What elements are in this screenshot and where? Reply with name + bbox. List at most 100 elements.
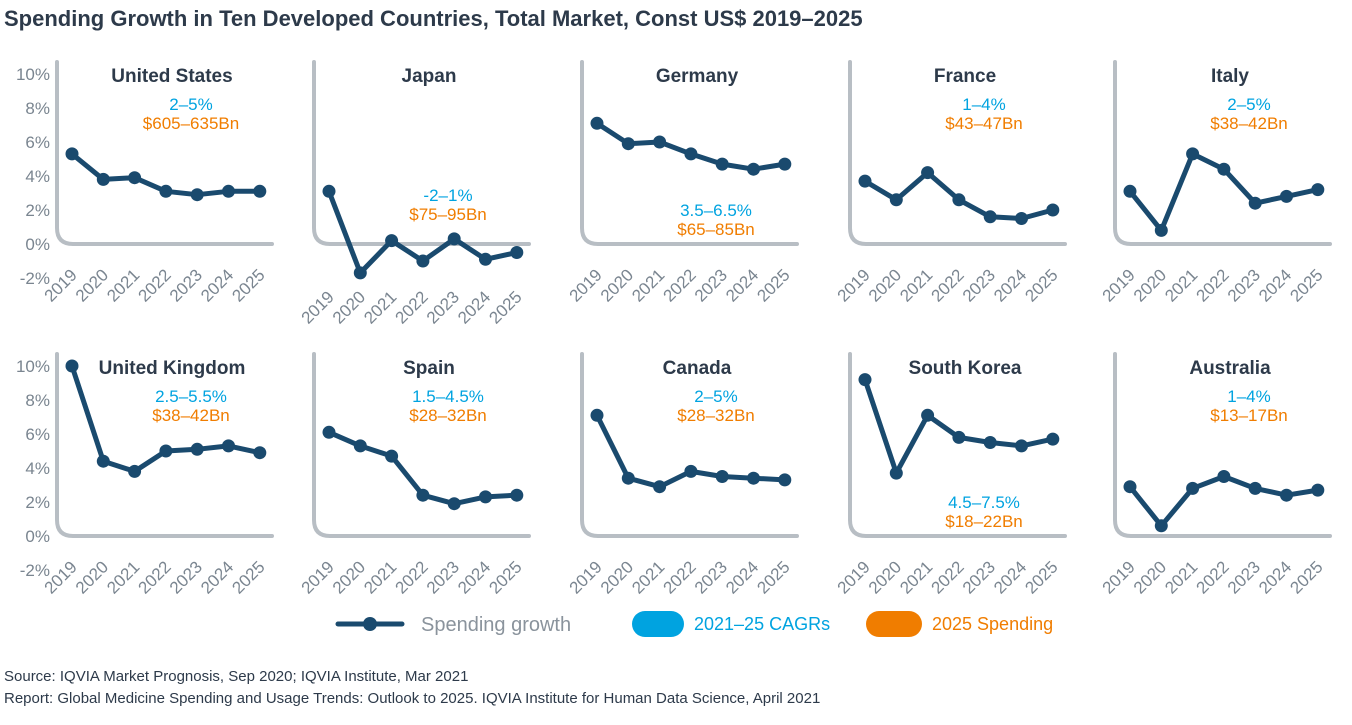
y-tick-label: 8% bbox=[25, 99, 50, 118]
x-tick-label: 2022 bbox=[928, 265, 968, 305]
data-point bbox=[715, 157, 729, 171]
legend-cagr-swatch bbox=[632, 611, 684, 637]
data-point bbox=[353, 266, 367, 280]
spending-label: $13–17Bn bbox=[1210, 406, 1288, 425]
panel-title: United States bbox=[111, 66, 232, 87]
data-point bbox=[190, 442, 204, 456]
axis-line bbox=[848, 60, 1067, 246]
x-tick-label: 2020 bbox=[865, 265, 905, 305]
x-tick-label: 2019 bbox=[834, 557, 874, 597]
data-point bbox=[416, 254, 430, 268]
x-tick-label: 2024 bbox=[197, 265, 237, 305]
legend-point-swatch bbox=[363, 617, 377, 631]
x-tick-label: 2019 bbox=[298, 287, 338, 327]
axis-line bbox=[580, 352, 799, 538]
panel-title: Germany bbox=[656, 66, 739, 87]
legend-spending-label: 2025 Spending bbox=[932, 614, 1053, 634]
data-point bbox=[1015, 439, 1028, 453]
panel-title: South Korea bbox=[909, 358, 1022, 379]
cagr-label: 1–4% bbox=[962, 95, 1005, 114]
x-tick-label: 2023 bbox=[959, 265, 999, 305]
spending-label: $605–635Bn bbox=[143, 114, 239, 133]
axis-line bbox=[848, 352, 1067, 538]
x-tick-label: 2023 bbox=[959, 557, 999, 597]
data-point bbox=[190, 188, 204, 202]
x-tick-label: 2020 bbox=[329, 287, 369, 327]
x-tick-label: 2022 bbox=[135, 557, 175, 597]
data-point bbox=[96, 172, 110, 186]
chart-title: Spending Growth in Ten Developed Countri… bbox=[4, 6, 863, 31]
axis-line bbox=[1113, 352, 1332, 538]
x-tick-label: 2022 bbox=[1193, 265, 1233, 305]
data-point bbox=[590, 408, 604, 422]
data-point bbox=[747, 471, 760, 485]
y-tick-label: 0% bbox=[25, 527, 50, 546]
y-tick-label: -2% bbox=[20, 561, 50, 580]
legend-cagr-label: 2021–25 CAGRs bbox=[694, 614, 830, 634]
data-point bbox=[1154, 519, 1168, 533]
data-point bbox=[921, 166, 935, 180]
data-point bbox=[889, 466, 903, 480]
x-tick-label: 2022 bbox=[1193, 557, 1233, 597]
x-tick-label: 2023 bbox=[691, 265, 731, 305]
x-tick-label: 2025 bbox=[1021, 557, 1061, 597]
x-tick-label: 2021 bbox=[628, 265, 668, 305]
data-point bbox=[1123, 480, 1137, 494]
y-tick-label: 4% bbox=[25, 167, 50, 186]
data-point bbox=[858, 373, 872, 387]
data-point bbox=[222, 439, 235, 453]
axis-line bbox=[55, 352, 274, 538]
data-point bbox=[510, 246, 524, 259]
panel-title: Japan bbox=[402, 66, 457, 87]
x-tick-label: 2021 bbox=[103, 265, 143, 305]
x-tick-label: 2021 bbox=[896, 265, 936, 305]
x-tick-label: 2022 bbox=[135, 265, 175, 305]
x-tick-label: 2019 bbox=[566, 557, 606, 597]
data-point bbox=[684, 464, 698, 478]
data-point bbox=[715, 470, 729, 483]
axis-line bbox=[1113, 60, 1332, 246]
y-tick-label: 0% bbox=[25, 235, 50, 254]
x-tick-label: 2020 bbox=[72, 265, 112, 305]
x-tick-label: 2023 bbox=[166, 557, 206, 597]
data-point bbox=[653, 135, 667, 149]
cagr-label: 1–4% bbox=[1227, 387, 1270, 406]
data-point bbox=[921, 408, 935, 422]
data-point bbox=[447, 497, 461, 511]
x-tick-label: 2020 bbox=[329, 557, 369, 597]
report-line: Report: Global Medicine Spending and Usa… bbox=[4, 690, 821, 707]
data-point bbox=[1186, 147, 1200, 161]
data-point bbox=[65, 359, 79, 373]
x-tick-label: 2025 bbox=[1286, 557, 1326, 597]
x-tick-label: 2021 bbox=[360, 557, 400, 597]
data-point bbox=[1311, 183, 1325, 197]
x-tick-label: 2024 bbox=[1255, 557, 1295, 597]
x-tick-label: 2022 bbox=[928, 557, 968, 597]
panel-title: Spain bbox=[403, 358, 455, 379]
data-point bbox=[778, 473, 792, 487]
data-point bbox=[778, 157, 792, 171]
panel-title: Italy bbox=[1211, 66, 1249, 87]
x-tick-label: 2025 bbox=[753, 557, 793, 597]
x-tick-label: 2025 bbox=[1286, 265, 1326, 305]
data-point bbox=[1015, 212, 1028, 225]
x-tick-label: 2022 bbox=[392, 557, 432, 597]
data-point bbox=[889, 193, 903, 207]
spending-label: $38–42Bn bbox=[152, 406, 230, 425]
data-point bbox=[222, 184, 235, 198]
data-point bbox=[1311, 483, 1325, 497]
data-point bbox=[65, 147, 79, 161]
x-tick-label: 2024 bbox=[990, 557, 1030, 597]
cagr-label: 3.5–6.5% bbox=[680, 201, 752, 220]
data-point bbox=[128, 171, 142, 185]
data-point bbox=[416, 488, 430, 502]
source-line: Source: IQVIA Market Prognosis, Sep 2020… bbox=[4, 668, 469, 685]
spending-label: $18–22Bn bbox=[945, 512, 1023, 531]
x-tick-label: 2025 bbox=[485, 557, 525, 597]
cagr-label: 4.5–7.5% bbox=[948, 493, 1020, 512]
x-tick-label: 2024 bbox=[197, 557, 237, 597]
